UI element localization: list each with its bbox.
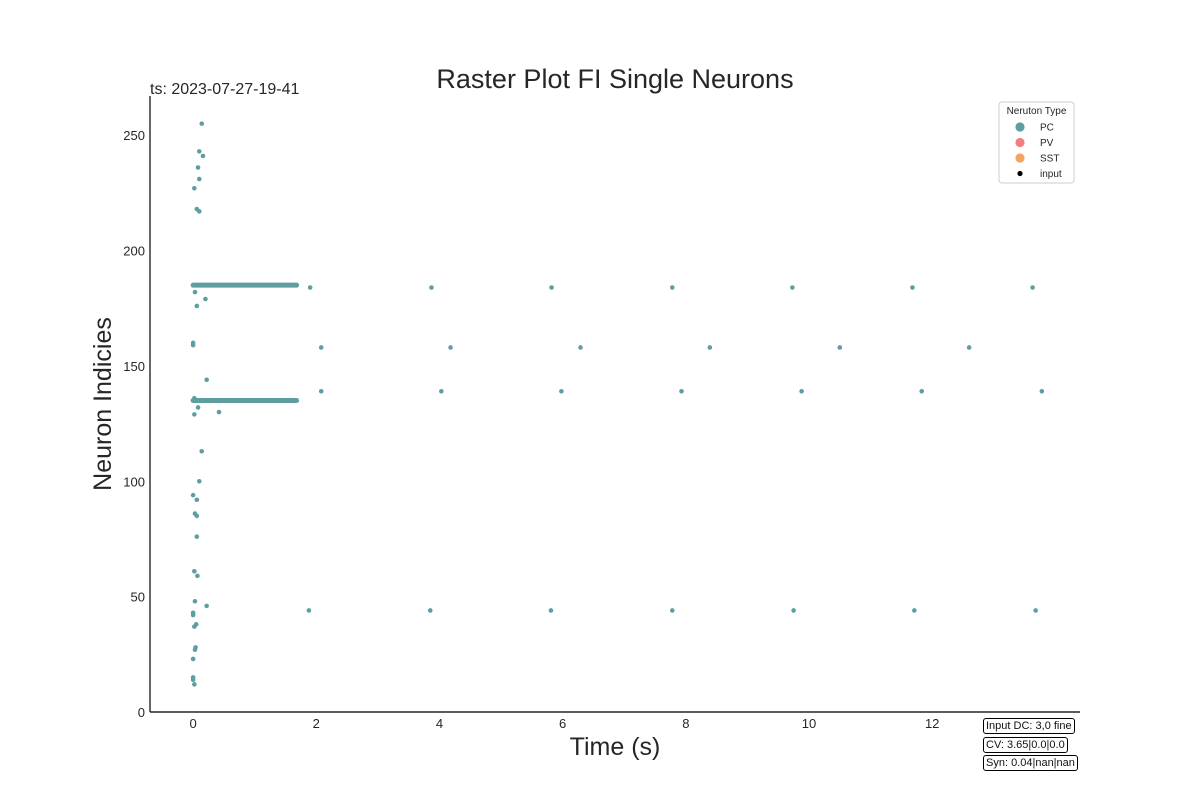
spike-point bbox=[192, 412, 197, 417]
spike-point bbox=[1039, 389, 1045, 394]
spike-point bbox=[837, 345, 843, 350]
x-tick-label: 12 bbox=[925, 716, 939, 731]
y-tick-label: 0 bbox=[138, 705, 145, 720]
chart-subtitle: ts: 2023-07-27-19-41 bbox=[150, 81, 300, 98]
spike-point bbox=[559, 389, 564, 394]
legend-title: Neruton Type bbox=[1007, 106, 1067, 117]
y-tick-label: 50 bbox=[131, 590, 145, 605]
spike-point bbox=[306, 608, 312, 613]
spike-point bbox=[669, 608, 675, 613]
legend-marker bbox=[1017, 170, 1023, 177]
spike-point bbox=[578, 345, 583, 350]
spike-point bbox=[204, 603, 209, 609]
spike-point bbox=[429, 285, 434, 290]
data-points bbox=[190, 121, 1045, 687]
spike-point bbox=[194, 303, 200, 309]
spike-point bbox=[1030, 285, 1035, 290]
spike-point bbox=[966, 345, 972, 350]
spike-point bbox=[196, 478, 202, 484]
spike-point bbox=[196, 176, 202, 182]
spike-point bbox=[196, 209, 202, 214]
spike-point bbox=[799, 389, 804, 394]
spike-point bbox=[548, 608, 554, 613]
spike-point bbox=[791, 608, 796, 613]
legend: Neruton Type PC PV SST input bbox=[998, 101, 1075, 184]
legend-marker bbox=[1015, 153, 1025, 163]
legend-entries: PC PV SST input bbox=[1015, 122, 1062, 180]
spike-point bbox=[190, 492, 196, 498]
chart-title: Raster Plot FI Single Neurons bbox=[436, 64, 793, 94]
spike-point bbox=[190, 677, 196, 683]
legend-label: PC bbox=[1040, 123, 1054, 134]
spike-point bbox=[427, 608, 433, 613]
spike-point bbox=[190, 398, 196, 403]
x-tick-label: 4 bbox=[436, 716, 443, 731]
spike-point bbox=[194, 534, 200, 539]
spike-point bbox=[192, 568, 197, 574]
spike-point bbox=[192, 598, 198, 604]
spike-point bbox=[194, 513, 200, 519]
syn-annotation: Syn: 0.04|nan|nan bbox=[983, 755, 1078, 771]
spike-point bbox=[318, 389, 324, 394]
spike-point bbox=[910, 285, 915, 290]
y-tick-label: 250 bbox=[123, 128, 145, 143]
y-axis-label: Neuron Indicies bbox=[89, 317, 117, 491]
spike-point bbox=[199, 121, 205, 126]
legend-label: PV bbox=[1040, 138, 1054, 149]
spike-point bbox=[192, 289, 198, 295]
legend-label: SST bbox=[1040, 154, 1059, 165]
spike-point bbox=[190, 342, 196, 348]
spike-point bbox=[204, 377, 209, 383]
spike-point bbox=[195, 573, 200, 579]
spike-point bbox=[190, 612, 196, 618]
spike-point bbox=[318, 345, 324, 350]
spike-point bbox=[195, 165, 201, 170]
spike-point bbox=[707, 345, 713, 350]
spike-point bbox=[669, 285, 675, 290]
input-dc-annotation: Input DC: 3,0 fine bbox=[983, 718, 1075, 734]
spike-point bbox=[790, 285, 795, 290]
spike-point bbox=[190, 656, 196, 662]
legend-label: input bbox=[1040, 169, 1062, 180]
spike-point bbox=[192, 682, 197, 687]
legend-frame bbox=[998, 101, 1075, 184]
spike-point bbox=[200, 153, 206, 159]
x-tick-label: 2 bbox=[313, 716, 320, 731]
x-axis-label: Time (s) bbox=[570, 733, 661, 761]
spike-point bbox=[196, 149, 202, 154]
x-tick-label: 0 bbox=[189, 716, 196, 731]
spike-point bbox=[1033, 608, 1038, 613]
spike-point bbox=[195, 405, 201, 410]
spike-point bbox=[199, 448, 205, 454]
x-tick-label: 6 bbox=[559, 716, 566, 731]
x-tick-label: 10 bbox=[802, 716, 816, 731]
y-tick-label: 200 bbox=[123, 244, 145, 259]
spike-point bbox=[679, 389, 684, 394]
cv-annotation: CV: 3.65|0.0|0.0 bbox=[983, 737, 1068, 753]
spike-point bbox=[549, 285, 554, 290]
spike-point bbox=[203, 296, 208, 302]
spike-point bbox=[192, 185, 197, 191]
spike-point bbox=[307, 285, 313, 290]
spike-point bbox=[192, 624, 197, 629]
y-tick-labels: 0 50 100 150 200 250 bbox=[123, 128, 145, 720]
spike-point bbox=[216, 409, 222, 415]
spike-point bbox=[194, 497, 200, 503]
spike-point bbox=[439, 389, 444, 394]
y-tick-label: 150 bbox=[123, 359, 145, 374]
spike-point bbox=[448, 345, 453, 350]
x-tick-labels: 0 2 4 6 8 10 12 bbox=[189, 716, 939, 731]
y-tick-label: 100 bbox=[123, 474, 145, 489]
x-tick-label: 8 bbox=[682, 716, 689, 731]
legend-marker bbox=[1015, 137, 1025, 148]
legend-marker bbox=[1015, 122, 1025, 132]
plot-area: 0 2 4 6 8 10 12 0 50 100 150 200 250 bbox=[123, 96, 1080, 731]
spike-point bbox=[912, 608, 917, 613]
spike-point bbox=[192, 647, 198, 653]
spike-point bbox=[919, 389, 925, 394]
